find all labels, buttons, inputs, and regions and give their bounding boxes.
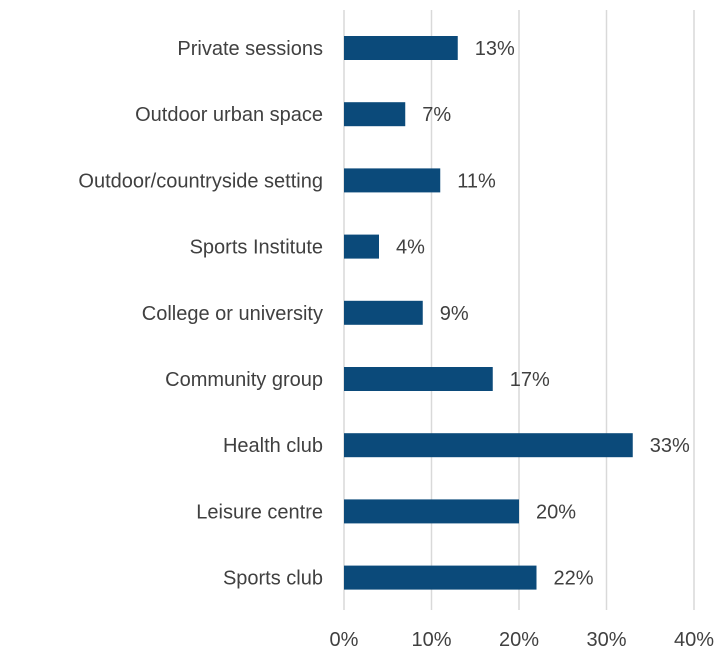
x-tick-label-1: 10% <box>411 629 451 648</box>
bar-3 <box>344 234 379 259</box>
category-labels: Private sessions Outdoor urban space Outdo… <box>78 38 323 590</box>
category-label-0: Private sessions <box>177 38 323 60</box>
value-labels: 13% 7% 11% 4% 9% 17% 33% 20% 22% <box>396 38 690 590</box>
category-label-3: Sports Institute <box>190 237 323 259</box>
category-label-8: Sports club <box>223 568 323 590</box>
category-label-1: Outdoor urban space <box>135 104 323 126</box>
x-tick-label-0: 0% <box>330 629 359 648</box>
category-label-6: Health club <box>223 435 323 457</box>
x-tick-label-4: 40% <box>674 629 714 648</box>
value-label-4: 9% <box>440 303 469 325</box>
bar-8 <box>344 565 537 590</box>
value-label-3: 4% <box>396 237 425 259</box>
bar-2 <box>344 168 441 193</box>
bars <box>344 36 633 590</box>
x-tick-label-3: 30% <box>586 629 626 648</box>
value-label-0: 13% <box>475 38 515 60</box>
bar-6 <box>344 433 633 458</box>
bar-1 <box>344 102 406 127</box>
value-label-8: 22% <box>554 568 594 590</box>
value-label-1: 7% <box>422 104 451 126</box>
category-label-2: Outdoor/countryside setting <box>78 170 323 192</box>
x-axis-ticks: 0% 10% 20% 30% 40% <box>330 629 715 648</box>
bar-5 <box>344 367 493 391</box>
value-label-7: 20% <box>536 501 576 523</box>
value-label-6: 33% <box>650 435 690 457</box>
x-tick-label-2: 20% <box>499 629 539 648</box>
category-label-4: College or university <box>142 303 323 325</box>
bar-7 <box>344 499 519 524</box>
category-label-7: Leisure centre <box>196 501 323 523</box>
value-label-5: 17% <box>510 369 550 391</box>
bar-4 <box>344 300 423 325</box>
category-label-5: Community group <box>165 369 323 391</box>
value-label-2: 11% <box>457 170 496 192</box>
bar-0 <box>344 36 458 60</box>
